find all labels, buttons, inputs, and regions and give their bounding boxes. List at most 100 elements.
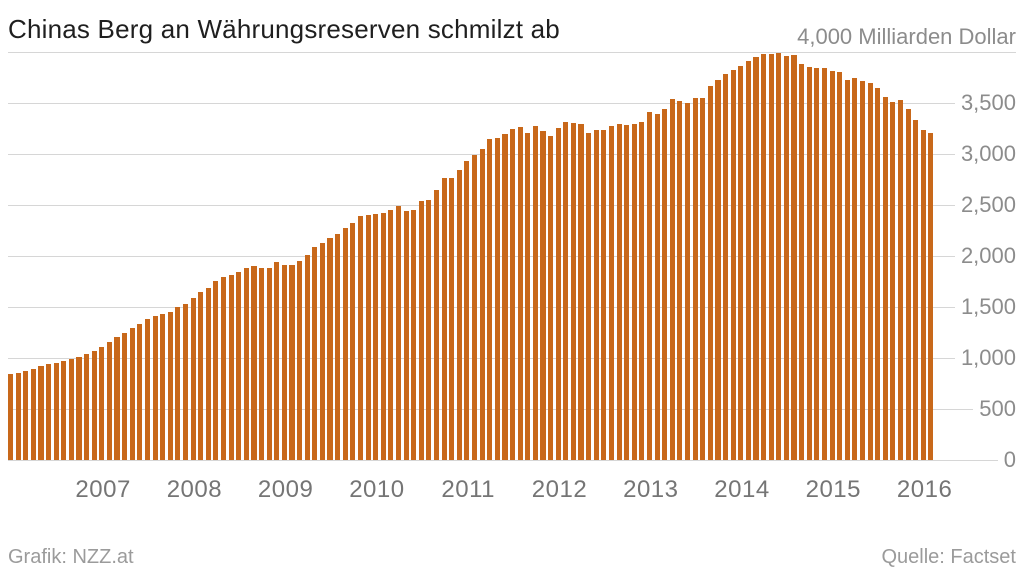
bar xyxy=(144,318,150,460)
bar xyxy=(160,313,166,460)
bar xyxy=(829,71,835,460)
bar xyxy=(365,215,371,460)
bar xyxy=(8,373,14,460)
bar xyxy=(281,264,287,460)
bar xyxy=(821,68,827,460)
bar xyxy=(99,347,105,460)
bar xyxy=(220,276,227,460)
bar xyxy=(350,222,356,460)
chart-title: Chinas Berg an Währungsreserven schmilzt… xyxy=(8,14,560,44)
bar xyxy=(182,304,189,460)
y-tick-label: 3,000 xyxy=(954,141,1016,167)
bar xyxy=(243,267,249,460)
bar xyxy=(433,189,440,460)
bar xyxy=(761,54,767,460)
bar xyxy=(472,154,478,460)
bar xyxy=(266,267,272,460)
bar xyxy=(167,311,173,460)
bar xyxy=(586,132,592,460)
y-tick-label: 1,000 xyxy=(954,345,1016,371)
x-tick-label: 2015 xyxy=(805,476,861,503)
bar xyxy=(608,126,614,460)
bar xyxy=(137,324,143,460)
bar xyxy=(456,169,462,460)
bar xyxy=(327,238,333,460)
bar xyxy=(449,177,455,460)
bar xyxy=(624,124,630,460)
bar xyxy=(905,109,911,460)
bar xyxy=(312,246,318,460)
credit-right: Quelle: Factset xyxy=(881,546,1016,568)
bar xyxy=(715,79,721,460)
bar xyxy=(23,370,29,460)
x-tick-label: 2016 xyxy=(896,476,953,503)
bar xyxy=(890,101,896,460)
bar xyxy=(30,368,36,460)
bar xyxy=(411,209,417,460)
bar xyxy=(776,52,782,460)
y-axis-unit-label: 4,000 Milliarden Dollar xyxy=(797,24,1016,49)
bar xyxy=(129,328,135,460)
credit-left: Grafik: NZZ.at xyxy=(8,546,134,568)
bar xyxy=(236,271,242,460)
bar xyxy=(15,372,21,460)
bar xyxy=(418,201,424,460)
bar xyxy=(799,63,805,460)
bar xyxy=(928,133,934,460)
bar xyxy=(122,332,128,460)
bar xyxy=(738,65,744,460)
bar xyxy=(768,53,774,460)
gridline xyxy=(8,103,1016,104)
bar xyxy=(745,60,751,460)
bar xyxy=(502,133,508,460)
bar xyxy=(373,213,379,460)
bar xyxy=(517,127,523,460)
bar xyxy=(213,280,219,460)
bar xyxy=(46,364,52,460)
y-tick-label: 2,500 xyxy=(954,192,1016,218)
bar xyxy=(38,365,44,460)
bar xyxy=(844,79,850,460)
bar xyxy=(114,337,120,460)
bar xyxy=(380,212,386,460)
bar xyxy=(654,113,660,460)
bar xyxy=(441,178,447,460)
bar xyxy=(593,129,599,460)
y-tick-label: 3,500 xyxy=(954,90,1016,116)
bar xyxy=(494,137,500,460)
bar xyxy=(68,359,74,460)
bar xyxy=(578,123,584,460)
bar xyxy=(357,216,363,460)
x-tick-label: 2007 xyxy=(75,476,131,503)
bar xyxy=(152,316,158,460)
bar xyxy=(426,200,432,460)
bar xyxy=(205,288,211,460)
bar xyxy=(677,101,683,460)
bar xyxy=(76,356,82,460)
bar xyxy=(601,129,607,460)
bar xyxy=(920,130,926,460)
bar xyxy=(662,108,668,460)
bar xyxy=(639,122,645,460)
y-tick-label: 2,000 xyxy=(954,243,1016,269)
bar xyxy=(106,341,112,460)
y-tick-label: 0 xyxy=(997,447,1016,473)
bar xyxy=(867,83,873,460)
bar xyxy=(753,57,759,460)
bar xyxy=(342,228,348,460)
bar xyxy=(631,123,637,460)
bar xyxy=(859,81,866,460)
bar xyxy=(335,234,341,460)
bar xyxy=(61,360,67,460)
bar xyxy=(616,124,622,460)
bar xyxy=(304,255,310,460)
bar xyxy=(913,120,919,460)
bar xyxy=(563,122,569,460)
bar xyxy=(555,128,561,460)
bar xyxy=(259,268,265,460)
bar xyxy=(487,139,493,460)
bar xyxy=(837,72,843,460)
bar xyxy=(783,55,789,460)
bar xyxy=(190,297,196,460)
